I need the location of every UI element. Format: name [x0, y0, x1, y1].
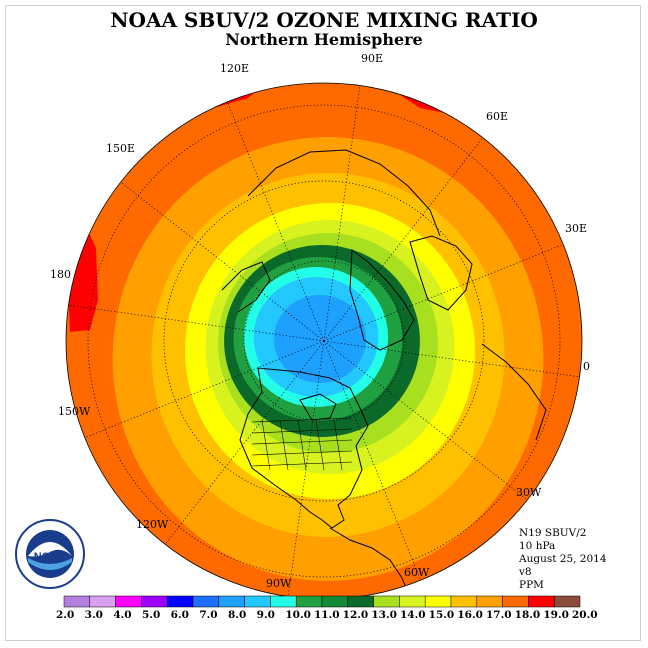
latitude-circle	[87, 104, 561, 578]
coastline-path	[239, 367, 369, 529]
meridian-line	[323, 137, 484, 342]
logo-text: NOAA	[34, 551, 66, 563]
colorbar-swatch	[502, 595, 529, 608]
meridian-line	[323, 340, 421, 581]
colorbar-tick-label: 2.0	[56, 609, 75, 621]
state-border	[315, 419, 325, 471]
colorbar-tick-label: 19.0	[543, 609, 569, 621]
state-border	[251, 417, 353, 423]
colorbar-swatch	[141, 595, 168, 608]
colorbar-tick-label: 18.0	[514, 609, 541, 621]
colorbar-swatch	[244, 595, 271, 608]
colorbar-tick-label: 15.0	[428, 609, 455, 621]
colorbar-swatch	[399, 595, 426, 608]
coastline-path	[481, 343, 547, 441]
date-label: August 25, 2014	[519, 553, 607, 565]
colorbar-tick-label: 4.0	[113, 609, 132, 621]
version-label: v8	[519, 566, 532, 578]
longitude-label: 150W	[58, 405, 91, 418]
colorbar-swatch	[553, 595, 581, 608]
figure-frame	[5, 5, 641, 641]
state-border	[251, 450, 353, 456]
colorbar-tick-label: 6.0	[170, 609, 189, 621]
longitude-label: 180	[50, 268, 71, 281]
colorbar-swatch	[115, 595, 142, 608]
coastline-path	[349, 249, 415, 351]
meridian-line	[323, 85, 361, 342]
longitude-label: 120W	[136, 518, 169, 531]
coastline-path	[221, 261, 271, 313]
state-border	[297, 419, 307, 471]
colorbar-swatch	[424, 595, 452, 608]
longitude-label: 30E	[565, 222, 588, 235]
colorbar-tick-label: 13.0	[371, 609, 397, 621]
colorbar-swatch	[295, 595, 323, 608]
meridian-line	[164, 340, 325, 545]
meridian-line	[68, 304, 325, 342]
colorbar-tick-label: 16.0	[457, 609, 483, 621]
instrument-label: N19 SBUV/2	[519, 527, 587, 539]
colorbar-swatch	[218, 595, 245, 608]
state-border	[251, 461, 353, 467]
state-border	[279, 419, 289, 471]
meridian-line	[84, 340, 325, 438]
figure-title: NOAA SBUV/2 OZONE MIXING RATIO	[110, 8, 538, 32]
colorbar-tick-label: 5.0	[142, 609, 161, 621]
longitude-label: 0	[583, 360, 590, 373]
meridian-line	[323, 340, 580, 378]
meridian-line	[323, 244, 564, 342]
colorbar-tick-label: 8.0	[228, 609, 247, 621]
pressure-level-label: 10 hPa	[519, 540, 556, 552]
colorbar-swatch	[373, 595, 400, 608]
longitude-label: 150E	[106, 142, 136, 155]
metadata-block: N19 SBUV/2 10 hPa August 25, 2014 v8 PPM	[519, 527, 607, 592]
colorbar-swatch	[476, 595, 503, 608]
colorbar-tick-label: 12.0	[342, 609, 369, 621]
meridian-line	[323, 340, 528, 501]
state-border	[261, 419, 271, 471]
colorbar-swatch	[528, 595, 555, 608]
longitude-label: 90W	[266, 577, 292, 590]
coastline-path	[247, 149, 441, 237]
colorbar-swatch	[89, 595, 116, 608]
longitude-label: 120E	[220, 62, 250, 75]
units-label: PPM	[519, 579, 544, 591]
colorbar-swatch	[270, 595, 297, 608]
colorbar-swatch	[347, 595, 374, 608]
colorbar-swatch	[166, 595, 194, 608]
state-border	[251, 439, 353, 445]
meridian-line	[287, 340, 325, 597]
colorbar-tick-label: 7.0	[199, 609, 218, 621]
colorbar-tick-label: 20.0	[572, 609, 598, 621]
colorbar-tick-label: 9.0	[256, 609, 275, 621]
colorbar-tick-label: 3.0	[84, 609, 103, 621]
noaa-logo: NOAA	[15, 519, 85, 589]
longitude-label: 30W	[516, 486, 542, 499]
meridian-line	[227, 101, 325, 342]
colorbar-tick-label: 17.0	[486, 609, 512, 621]
colorbar-tick-label: 10.0	[285, 609, 311, 621]
colorbar-swatch	[192, 595, 220, 608]
latitude-circle	[243, 260, 405, 422]
longitude-label: 60W	[404, 566, 430, 579]
colorbar-tick-label: 14.0	[400, 609, 426, 621]
latitude-circle	[163, 180, 485, 502]
longitude-label: 60E	[486, 110, 509, 123]
coastline-path	[409, 235, 473, 311]
colorbar-swatch	[321, 595, 349, 608]
longitude-label: 90E	[361, 52, 384, 65]
colorbar-tick-label: 11.0	[314, 609, 340, 621]
figure-subtitle: Northern Hemisphere	[225, 30, 423, 49]
colorbar-swatch	[63, 595, 91, 608]
meridian-line	[120, 181, 325, 342]
state-border	[333, 419, 343, 471]
colorbar-swatch	[450, 595, 478, 608]
